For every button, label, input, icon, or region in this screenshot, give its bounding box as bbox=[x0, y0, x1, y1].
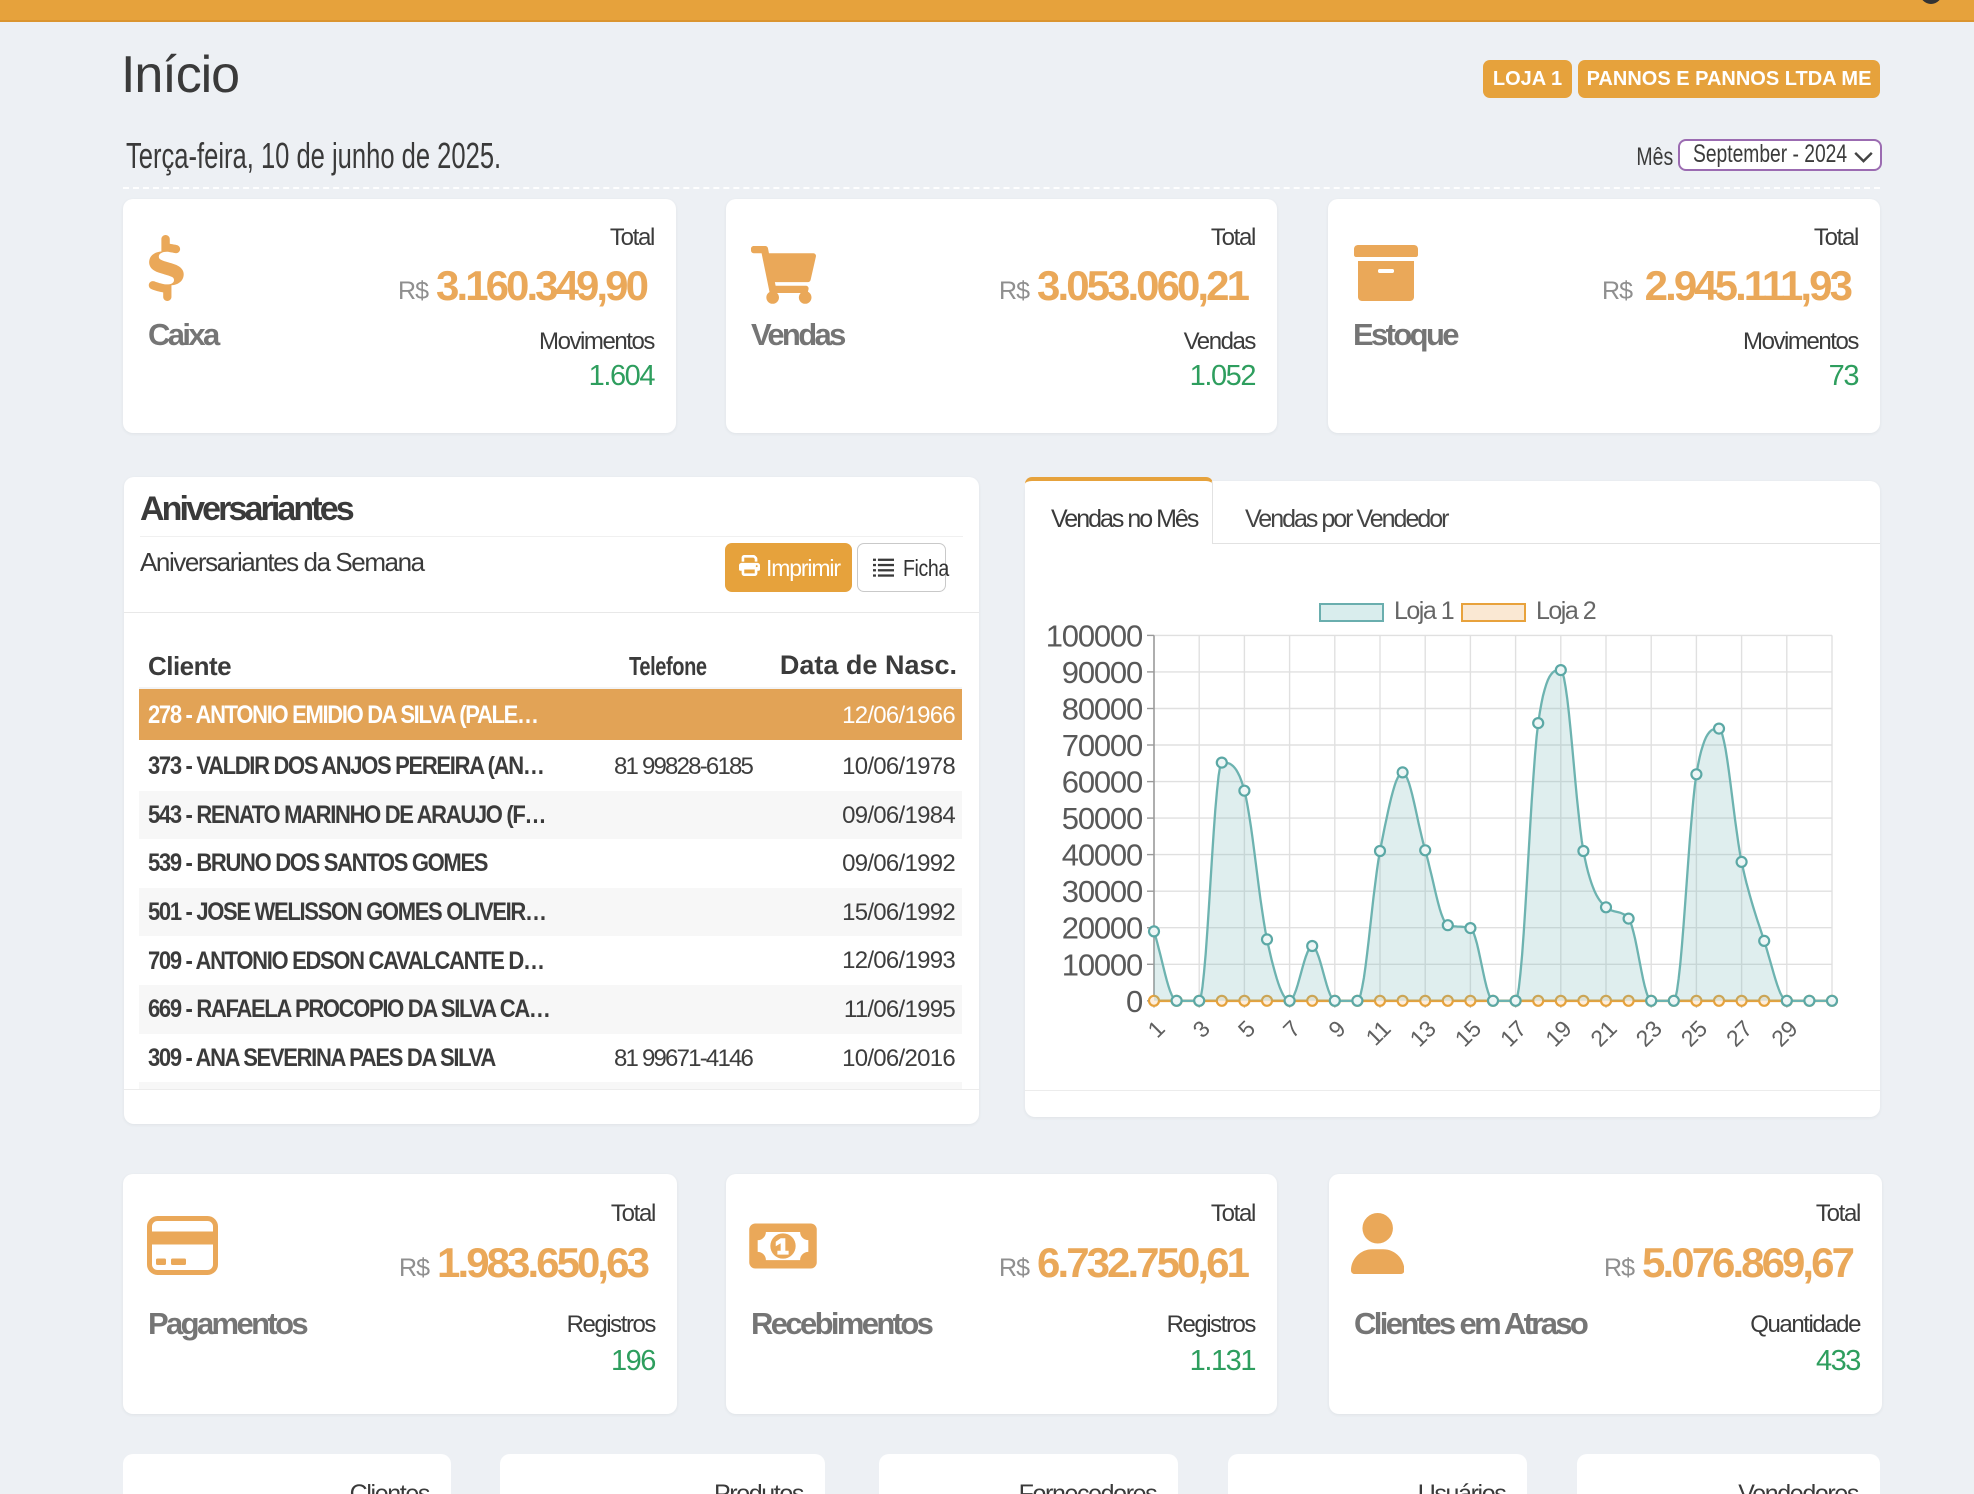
svg-text:11: 11 bbox=[1361, 1015, 1396, 1050]
svg-text:40000: 40000 bbox=[1062, 838, 1143, 873]
svg-text:100000: 100000 bbox=[1046, 618, 1143, 653]
svg-text:3: 3 bbox=[1188, 1015, 1215, 1042]
svg-text:30000: 30000 bbox=[1062, 874, 1143, 909]
svg-text:27: 27 bbox=[1721, 1015, 1757, 1051]
svg-text:1: 1 bbox=[1142, 1015, 1169, 1042]
svg-text:25: 25 bbox=[1676, 1015, 1712, 1051]
svg-text:80000: 80000 bbox=[1062, 692, 1143, 727]
svg-text:21: 21 bbox=[1585, 1015, 1621, 1051]
svg-text:17: 17 bbox=[1495, 1015, 1531, 1051]
svg-text:70000: 70000 bbox=[1062, 728, 1143, 763]
svg-text:29: 29 bbox=[1766, 1015, 1802, 1051]
svg-text:23: 23 bbox=[1630, 1015, 1666, 1051]
svg-text:7: 7 bbox=[1278, 1015, 1305, 1042]
svg-text:19: 19 bbox=[1540, 1015, 1576, 1051]
svg-text:60000: 60000 bbox=[1062, 765, 1143, 800]
svg-text:90000: 90000 bbox=[1062, 655, 1143, 690]
svg-text:13: 13 bbox=[1404, 1015, 1440, 1051]
svg-text:9: 9 bbox=[1323, 1015, 1350, 1042]
svg-text:20000: 20000 bbox=[1062, 911, 1143, 946]
svg-text:0: 0 bbox=[1126, 984, 1143, 1019]
svg-text:10000: 10000 bbox=[1062, 947, 1143, 982]
svg-text:15: 15 bbox=[1450, 1015, 1486, 1051]
svg-text:50000: 50000 bbox=[1062, 801, 1143, 836]
svg-text:5: 5 bbox=[1233, 1015, 1260, 1042]
